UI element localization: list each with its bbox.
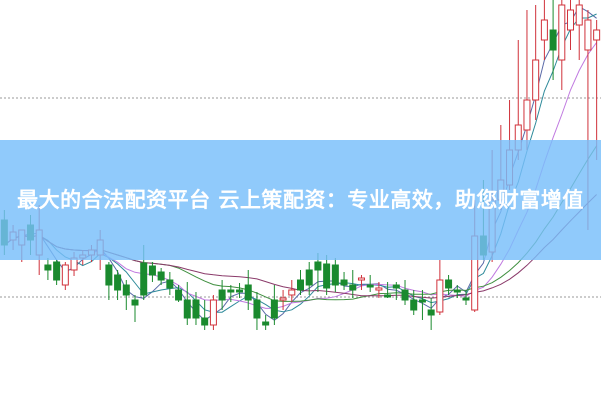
candle-down	[131, 299, 139, 306]
candle-up	[523, 99, 531, 131]
candle-down	[349, 284, 357, 291]
candle-down	[445, 279, 453, 289]
candle-down	[323, 263, 331, 289]
candle-down	[201, 317, 209, 326]
candle-down	[270, 299, 278, 319]
candle-down	[384, 294, 392, 298]
candle-up	[61, 264, 69, 286]
candle-up	[540, 19, 548, 41]
candle-up	[575, 4, 583, 26]
candle-down	[183, 299, 191, 319]
banner-title: 最大的合法配资平台 云上策配资：专业高效，助您财富增值	[17, 188, 584, 212]
candle-down	[148, 265, 156, 276]
candle-down	[549, 29, 557, 51]
candle-down	[297, 279, 304, 291]
candle-down	[331, 264, 339, 286]
candle-down	[105, 264, 113, 286]
candle-down	[418, 299, 426, 303]
candle-down	[401, 289, 409, 301]
candle-down	[314, 261, 322, 271]
candle-down	[140, 262, 148, 296]
candle-down	[410, 299, 418, 311]
candle-down	[453, 289, 461, 293]
candle-up	[288, 289, 296, 296]
candle-down	[305, 269, 313, 286]
candle-up	[375, 287, 383, 291]
candle-down	[236, 289, 244, 293]
candle-down	[122, 284, 130, 296]
candle-down	[157, 271, 165, 281]
candle-down	[53, 261, 61, 281]
candle-up	[436, 279, 444, 313]
candle-down	[462, 297, 470, 301]
candle-down	[340, 279, 348, 286]
title-banner: 最大的合法配资平台 云上策配资：专业高效，助您财富增值	[0, 140, 601, 260]
candle-down	[44, 264, 52, 271]
candle-down	[392, 284, 400, 289]
candle-down	[227, 289, 235, 293]
candle-up	[593, 29, 601, 41]
candle-down	[175, 289, 183, 301]
candle-up	[558, 4, 566, 61]
candle-down	[427, 309, 435, 316]
candle-down	[192, 299, 200, 319]
candle-down	[166, 279, 174, 289]
candle-up	[567, 9, 575, 31]
candle-down	[244, 284, 252, 301]
candle-up	[279, 297, 287, 301]
candle-down	[218, 289, 226, 301]
candle-down	[262, 321, 270, 326]
candle-up	[209, 299, 217, 326]
candle-down	[253, 299, 261, 319]
candle-up	[532, 59, 540, 101]
candle-down	[366, 284, 374, 288]
candle-down	[114, 274, 122, 291]
candle-up	[357, 277, 365, 281]
candle-up	[584, 19, 592, 51]
